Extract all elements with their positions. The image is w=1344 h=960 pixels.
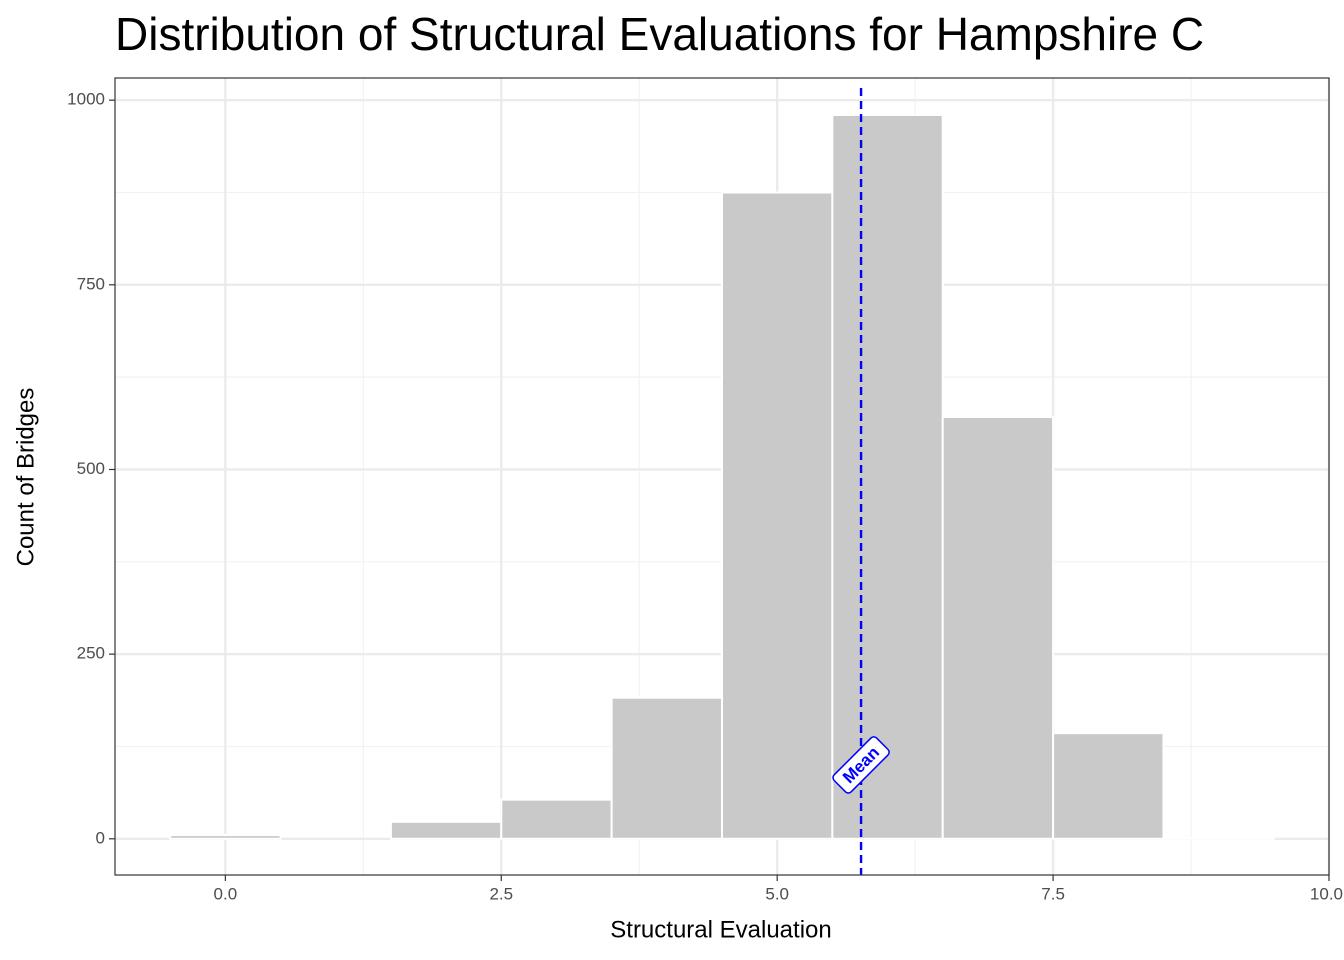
x-tick-label: 7.5 — [1041, 884, 1065, 903]
x-axis-title: Structural Evaluation — [610, 916, 831, 943]
bar — [389, 820, 503, 840]
chart-title: Distribution of Structural Evaluations f… — [115, 8, 1204, 60]
y-tick-label: 250 — [77, 644, 105, 663]
bar — [1052, 732, 1165, 840]
x-tick-label: 2.5 — [489, 884, 513, 903]
bar — [169, 834, 282, 840]
bar — [500, 798, 613, 840]
plot-border — [114, 77, 1330, 876]
bar — [1162, 837, 1275, 840]
y-tick-label: 0 — [96, 828, 105, 847]
x-tick-label: 10.0 — [1310, 884, 1343, 903]
y-tick-label: 500 — [77, 459, 105, 478]
bar — [941, 416, 1055, 840]
y-tick-label: 1000 — [67, 90, 105, 109]
x-tick-label: 5.0 — [765, 884, 789, 903]
annotation-box — [832, 736, 890, 794]
bar — [610, 696, 723, 840]
bar — [721, 191, 834, 840]
bar — [831, 113, 944, 840]
x-tick-label: 0.0 — [214, 884, 238, 903]
y-axis-title: Count of Bridges — [12, 388, 39, 567]
y-tick-label: 750 — [77, 274, 105, 293]
